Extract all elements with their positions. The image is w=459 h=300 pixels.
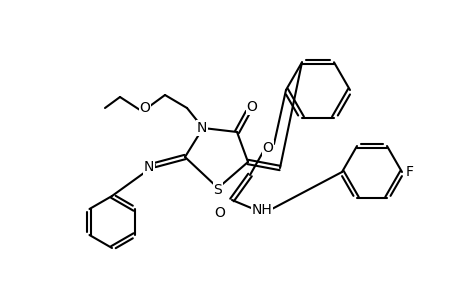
Text: S: S bbox=[213, 183, 222, 197]
Text: N: N bbox=[144, 160, 154, 174]
Text: F: F bbox=[405, 165, 413, 179]
Text: O: O bbox=[246, 100, 257, 114]
Text: NH: NH bbox=[251, 203, 272, 217]
Text: O: O bbox=[139, 101, 150, 115]
Text: N: N bbox=[196, 121, 207, 135]
Text: O: O bbox=[262, 141, 273, 155]
Text: O: O bbox=[214, 206, 225, 220]
